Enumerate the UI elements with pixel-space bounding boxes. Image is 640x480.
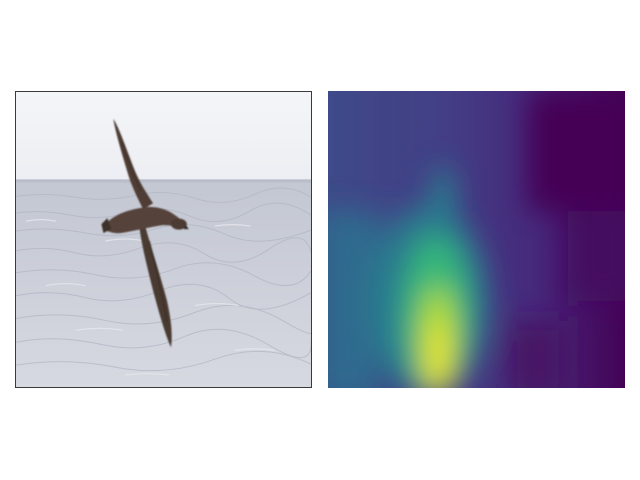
sky bbox=[16, 92, 311, 184]
bird-photo bbox=[16, 92, 311, 387]
attention-heatmap-panel bbox=[328, 91, 625, 388]
heatmap-field bbox=[328, 91, 625, 388]
bird-icon bbox=[101, 118, 189, 348]
attention-heatmap bbox=[328, 91, 625, 388]
horizon bbox=[16, 179, 311, 183]
bird-photo-panel bbox=[15, 91, 312, 388]
